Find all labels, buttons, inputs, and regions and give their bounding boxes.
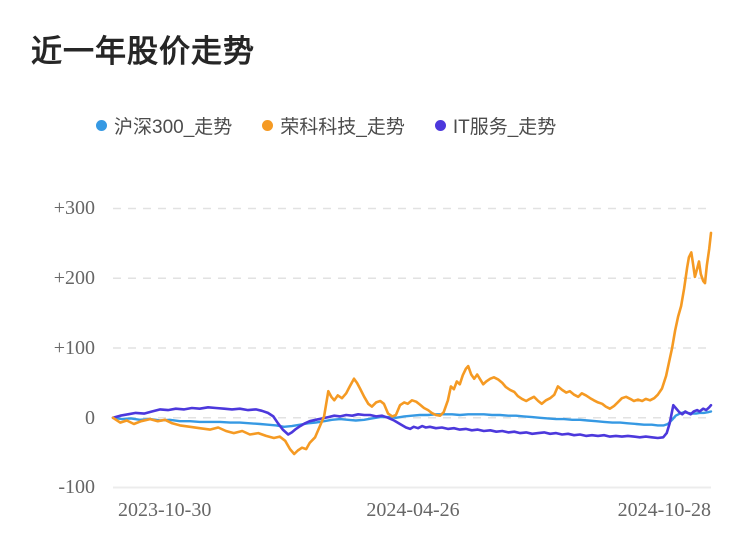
legend-item-hs300[interactable]: 沪深300_走势 xyxy=(96,112,232,139)
y-tick-plus300: +300 xyxy=(53,197,95,219)
line-itservice xyxy=(111,403,713,440)
x-tick-start-date: 2023-10-30 xyxy=(118,499,212,521)
legend-label-hs300: 沪深300_走势 xyxy=(114,117,233,138)
legend: 沪深300_走势 荣科科技_走势 IT服务_走势 xyxy=(96,112,556,139)
line-rongke xyxy=(111,231,713,456)
line-hs300 xyxy=(111,410,713,428)
x-tick-mid-date: 2024-04-26 xyxy=(366,499,460,521)
legend-label-rongke: 荣科科技_走势 xyxy=(280,117,405,138)
y-tick-minus100: -100 xyxy=(58,476,95,498)
y-tick-plus200: +200 xyxy=(53,267,95,289)
hs300-dot-icon xyxy=(96,120,107,131)
legend-item-rongke[interactable]: 荣科科技_走势 xyxy=(262,112,405,139)
y-tick-plus100: +100 xyxy=(53,337,95,359)
itservice-dot-icon xyxy=(434,120,446,131)
page-title: 近一年股价走势 xyxy=(31,34,255,69)
legend-item-itservice[interactable]: IT服务_走势 xyxy=(434,112,557,139)
rongke-dot-icon xyxy=(262,120,274,131)
y-tick-zero: 0 xyxy=(85,407,95,429)
x-tick-end-date: 2024-10-28 xyxy=(617,499,711,521)
legend-label-itservice: IT服务_走势 xyxy=(452,117,557,138)
